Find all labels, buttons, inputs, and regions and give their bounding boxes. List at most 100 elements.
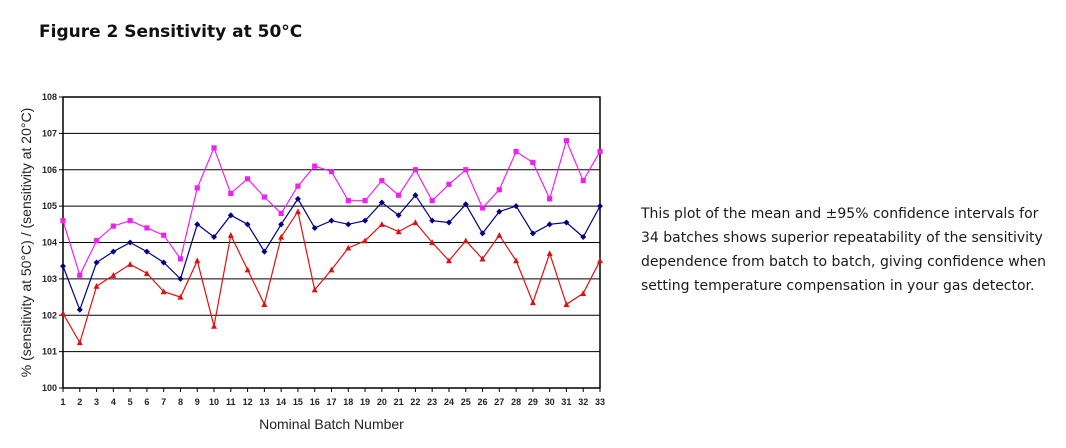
data-point-diamond-2	[76, 306, 83, 313]
data-point-square-32	[580, 178, 586, 184]
data-point-square-16	[312, 163, 318, 169]
data-point-square-25	[463, 167, 469, 173]
data-point-triangle-14	[278, 233, 285, 240]
data-point-diamond-27	[496, 208, 503, 215]
series-square	[60, 138, 603, 278]
data-point-triangle-21	[395, 228, 402, 235]
y-tick-label-108: 108	[42, 92, 57, 102]
x-tick-label-10: 10	[209, 397, 219, 407]
data-point-diamond-32	[580, 234, 587, 241]
x-tick-label-27: 27	[494, 397, 504, 407]
data-point-triangle-17	[328, 266, 335, 273]
gridlines	[63, 132, 600, 353]
data-point-diamond-1	[60, 263, 66, 270]
data-point-square-4	[110, 223, 116, 229]
data-point-triangle-5	[127, 261, 134, 267]
data-point-square-23	[429, 198, 435, 204]
data-point-diamond-21	[395, 212, 402, 219]
data-point-square-10	[211, 145, 217, 151]
data-point-diamond-13	[261, 248, 268, 255]
data-point-square-27	[496, 187, 502, 193]
data-point-diamond-17	[328, 217, 335, 224]
x-axis-label: Nominal Batch Number	[259, 416, 404, 432]
data-point-diamond-4	[110, 248, 117, 255]
data-point-square-20	[379, 178, 385, 184]
x-tick-label-23: 23	[427, 397, 437, 407]
series-line-triangle	[62, 210, 601, 345]
data-point-diamond-15	[294, 195, 301, 202]
data-point-square-6	[144, 225, 150, 231]
data-point-triangle-25	[462, 237, 469, 244]
data-series	[60, 138, 603, 346]
data-point-square-28	[513, 148, 519, 155]
data-point-diamond-23	[429, 217, 436, 224]
data-point-square-12	[244, 176, 251, 182]
data-point-square-21	[396, 192, 402, 198]
x-tick-label-31: 31	[561, 397, 571, 407]
data-point-triangle-12	[244, 266, 251, 273]
x-tick-label-24: 24	[444, 397, 454, 407]
data-point-triangle-16	[311, 286, 318, 293]
data-point-triangle-9	[194, 257, 201, 264]
y-tick-label-106: 106	[42, 165, 57, 175]
figure-caption: This plot of the mean and ±95% confidenc…	[641, 206, 1047, 294]
data-point-triangle-31	[563, 301, 570, 307]
x-tick-label-22: 22	[410, 397, 420, 407]
data-point-triangle-2	[76, 339, 83, 346]
x-tick-label-19: 19	[360, 397, 370, 407]
y-axis-label: % (sensitivity at 50°C) / (sensitivity a…	[18, 108, 34, 378]
data-point-triangle-8	[177, 293, 184, 300]
data-point-diamond-29	[529, 230, 536, 237]
x-tick-label-4: 4	[111, 397, 116, 407]
data-point-square-15	[295, 183, 301, 189]
data-point-diamond-3	[93, 259, 100, 266]
data-point-triangle-10	[211, 322, 218, 329]
data-point-diamond-10	[211, 234, 218, 241]
x-tick-label-6: 6	[144, 397, 149, 407]
data-point-diamond-30	[546, 221, 553, 228]
x-tick-label-17: 17	[326, 397, 336, 407]
series-line-diamond	[62, 194, 601, 312]
data-point-diamond-19	[362, 217, 369, 224]
x-tick-label-3: 3	[94, 397, 99, 407]
data-point-diamond-33	[597, 203, 603, 210]
data-point-triangle-18	[345, 244, 352, 251]
data-point-triangle-15	[294, 208, 301, 215]
x-tick-label-33: 33	[595, 397, 605, 407]
data-point-diamond-20	[378, 199, 385, 206]
data-point-square-5	[127, 218, 133, 224]
x-tick-label-2: 2	[77, 397, 82, 407]
x-tick-label-12: 12	[243, 397, 253, 407]
data-point-square-22	[412, 167, 419, 173]
data-point-diamond-24	[445, 219, 452, 226]
data-point-triangle-27	[496, 232, 503, 238]
data-point-triangle-3	[93, 282, 100, 289]
data-point-diamond-8	[177, 275, 184, 282]
x-tick-label-30: 30	[545, 397, 555, 407]
data-point-square-30	[547, 196, 553, 202]
x-tick-label-29: 29	[528, 397, 538, 407]
x-tick-label-26: 26	[478, 397, 488, 407]
x-tick-label-9: 9	[195, 397, 200, 407]
data-point-diamond-9	[194, 221, 201, 228]
data-point-diamond-6	[143, 248, 150, 255]
data-point-square-19	[362, 198, 368, 204]
x-tick-label-11: 11	[226, 397, 236, 407]
data-point-triangle-26	[479, 255, 486, 262]
data-point-triangle-28	[513, 257, 520, 264]
data-point-square-9	[194, 185, 200, 191]
data-point-square-18	[345, 198, 351, 204]
x-axis-ticks: 1 2 3 4 5 6 7 8 9 10 11 12 13 14 15 16 17 18 19 20 21 22 23 24 2…	[60, 388, 605, 407]
data-point-square-13	[261, 194, 267, 200]
data-point-diamond-25	[462, 201, 469, 208]
data-point-diamond-14	[278, 221, 285, 228]
data-point-diamond-31	[563, 219, 570, 226]
y-axis-ticks: 100 101 102 103 104 105 106 107 108	[42, 92, 63, 393]
y-tick-label-107: 107	[42, 128, 57, 138]
data-point-square-1	[60, 218, 66, 224]
data-point-diamond-7	[160, 259, 167, 266]
data-point-triangle-20	[378, 221, 385, 227]
data-point-square-24	[446, 181, 452, 187]
data-point-diamond-28	[513, 203, 520, 210]
data-point-diamond-12	[244, 221, 251, 228]
